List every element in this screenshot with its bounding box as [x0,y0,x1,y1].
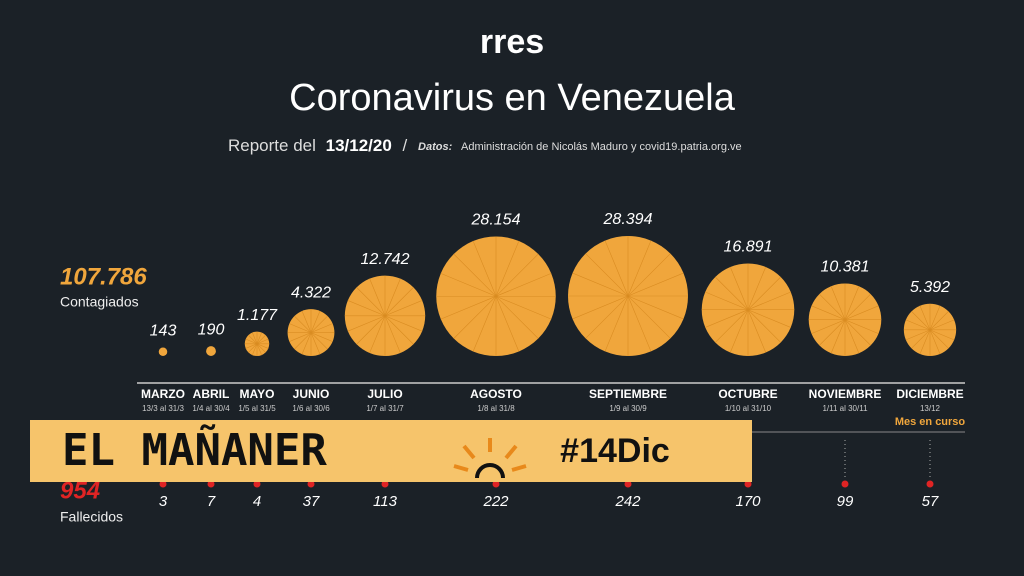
month-label: MARZO [141,387,185,401]
case-label: 4.322 [291,284,331,301]
range-label: 1/4 al 30/4 [192,404,230,413]
case-label: 28.154 [471,212,521,229]
range-label: 1/10 al 31/10 [725,404,772,413]
case-label: 190 [198,321,225,338]
cases-legend: Contagiados [60,294,139,310]
bubble-pattern [905,319,955,341]
cases-total: 107.786 [60,263,147,290]
death-label: 7 [207,493,216,510]
deaths-legend: Fallecidos [60,509,123,525]
banner-bg [30,420,752,482]
death-dot [253,480,261,488]
month-label: NOVIEMBRE [809,387,882,401]
death-label: 99 [837,493,854,510]
death-dot [159,480,167,488]
death-label: 4 [253,493,261,510]
death-dot [307,480,315,488]
sun-icon [453,438,527,479]
bubble-pattern [440,273,552,320]
death-dot [381,480,389,488]
month-label: OCTUBRE [718,387,777,401]
death-label: 3 [159,493,168,510]
case-bubble [158,347,168,356]
logo: rres [480,23,544,61]
month-label: JUNIO [293,387,330,401]
report-label: Reporte del [228,136,316,155]
month-label: SEPTIEMBRE [589,387,667,401]
case-label: 28.394 [603,211,653,228]
bubble-pattern [705,291,791,328]
death-dot [744,480,752,488]
death-label: 113 [373,493,398,510]
case-bubble [206,346,216,356]
current-month-note: Mes en curso [895,416,966,428]
case-label: 143 [150,323,177,340]
month-label: JULIO [367,387,402,401]
month-label: MAYO [240,387,275,401]
source: Administración de Nicolás Maduro y covid… [461,141,742,153]
bubble-pattern [245,338,269,349]
case-label: 5.392 [910,279,950,296]
case-label: 16.891 [724,239,773,256]
month-label: AGOSTO [470,387,522,401]
death-dot [926,480,934,488]
range-label: 1/9 al 30/9 [609,404,647,413]
death-label: 170 [735,493,761,510]
bubble-pattern [289,323,333,342]
case-label: 10.381 [821,259,870,276]
death-dot [841,480,849,488]
range-label: 1/7 al 31/7 [366,404,404,413]
range-label: 1/11 al 30/11 [822,404,868,413]
death-label: 37 [303,493,320,510]
range-label: 1/8 al 31/8 [477,404,515,413]
chart-title: Coronavirus en Venezuela [289,77,736,119]
source-label: Datos: [418,141,453,153]
subtitle: Reporte del 13/12/20 / Datos: Administra… [228,136,742,155]
range-label: 1/6 al 30/6 [292,404,330,413]
case-label: 1.177 [237,307,278,324]
case-label: 12.742 [361,251,410,268]
marks: 143 MARZO 13/3 al 31/3 3 190 ABRIL 1/4 al 30/4… [141,211,965,510]
death-dot [492,480,500,488]
death-label: 242 [614,493,641,510]
separator: / [403,136,408,155]
bubble-pattern [572,272,684,320]
death-label: 57 [922,493,939,510]
death-dot [624,480,632,488]
death-label: 222 [482,493,509,510]
banner-title: EL MAÑANER [62,423,327,476]
report-date: 13/12/20 [326,136,392,155]
range-label: 13/3 al 31/3 [142,404,184,413]
month-label: ABRIL [193,387,230,401]
range-label: 1/5 al 31/5 [238,404,276,413]
death-dot [207,480,215,488]
bubble-pattern [811,305,879,334]
bubble-pattern [347,300,423,332]
banner: EL MAÑANER #14Dic [30,420,752,482]
range-label: 13/12 [920,404,941,413]
banner-tag: #14Dic [560,432,670,470]
month-label: DICIEMBRE [896,387,963,401]
